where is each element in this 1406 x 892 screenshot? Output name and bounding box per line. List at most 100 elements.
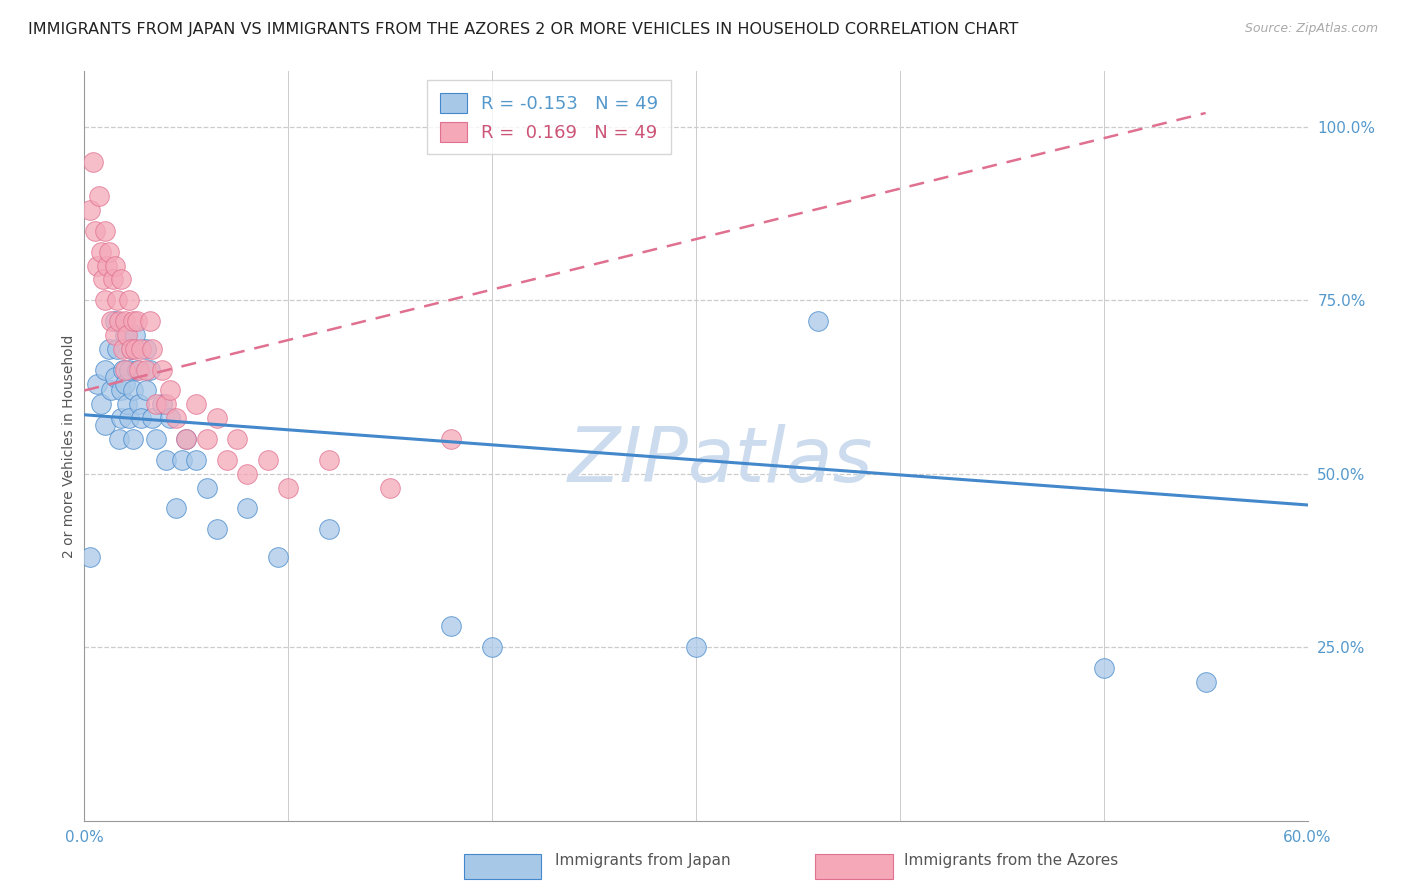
Point: [87, 189, 110, 203]
Point: [205, 522, 228, 536]
Point: [145, 397, 167, 411]
Point: [93, 224, 115, 238]
Point: [138, 314, 160, 328]
Point: [114, 376, 136, 391]
Point: [120, 342, 142, 356]
Point: [257, 453, 280, 467]
Point: [165, 411, 187, 425]
Point: [318, 453, 340, 467]
Point: [108, 314, 131, 328]
Point: [195, 481, 218, 495]
Point: [205, 411, 228, 425]
Point: [127, 362, 149, 376]
Point: [114, 314, 136, 328]
Point: [104, 328, 127, 343]
Point: [114, 362, 136, 376]
Point: [93, 362, 115, 376]
Point: [440, 432, 463, 446]
Point: [481, 640, 503, 655]
Point: [112, 362, 135, 376]
Text: ZIPatlas: ZIPatlas: [568, 424, 873, 498]
Point: [105, 293, 128, 308]
Point: [79, 203, 101, 218]
Point: [104, 314, 127, 328]
Point: [128, 397, 150, 411]
Point: [277, 481, 299, 495]
Point: [174, 432, 197, 446]
Point: [380, 481, 402, 495]
Point: [172, 453, 194, 467]
Point: [138, 362, 160, 376]
Point: [236, 467, 259, 481]
Point: [104, 259, 127, 273]
Point: [91, 272, 114, 286]
Point: [174, 432, 197, 446]
Point: [440, 619, 463, 633]
Point: [118, 411, 141, 425]
Point: [122, 432, 145, 446]
Point: [807, 314, 830, 328]
Point: [159, 411, 181, 425]
Point: [186, 453, 208, 467]
Point: [135, 342, 157, 356]
Point: [127, 314, 149, 328]
Point: [118, 293, 141, 308]
Point: [131, 411, 153, 425]
Point: [100, 384, 122, 398]
Point: [97, 342, 120, 356]
Point: [195, 432, 218, 446]
Point: [83, 224, 105, 238]
Point: [90, 244, 112, 259]
Point: [114, 328, 136, 343]
Point: [124, 328, 146, 343]
Point: [159, 384, 181, 398]
Point: [115, 397, 138, 411]
Point: [112, 342, 135, 356]
Point: [110, 411, 132, 425]
Point: [105, 342, 128, 356]
Point: [104, 369, 127, 384]
Point: [110, 272, 132, 286]
Point: [145, 432, 167, 446]
Point: [267, 549, 290, 564]
Point: [150, 397, 173, 411]
Point: [86, 376, 108, 391]
Point: [155, 397, 177, 411]
Point: [685, 640, 707, 655]
Point: [1092, 661, 1115, 675]
Point: [101, 272, 124, 286]
Point: [110, 384, 132, 398]
Point: [90, 397, 112, 411]
Point: [120, 342, 142, 356]
Point: [141, 411, 163, 425]
Point: [165, 501, 187, 516]
Y-axis label: 2 or more Vehicles in Household: 2 or more Vehicles in Household: [62, 334, 76, 558]
Point: [82, 154, 104, 169]
Point: [122, 384, 145, 398]
Text: Immigrants from the Azores: Immigrants from the Azores: [904, 854, 1118, 868]
Point: [118, 362, 141, 376]
Point: [1195, 674, 1218, 689]
Point: [108, 432, 131, 446]
Point: [96, 259, 118, 273]
Point: [318, 522, 340, 536]
Point: [186, 397, 208, 411]
Point: [135, 362, 157, 376]
Point: [155, 453, 177, 467]
Point: [217, 453, 239, 467]
Point: [141, 342, 163, 356]
Point: [100, 314, 122, 328]
Point: [124, 342, 146, 356]
Point: [236, 501, 259, 516]
Point: [97, 244, 120, 259]
Text: Source: ZipAtlas.com: Source: ZipAtlas.com: [1244, 22, 1378, 36]
Point: [226, 432, 249, 446]
Point: [79, 549, 101, 564]
Point: [93, 418, 115, 433]
Point: [135, 384, 157, 398]
Point: [115, 328, 138, 343]
Point: [93, 293, 115, 308]
Text: Immigrants from Japan: Immigrants from Japan: [555, 854, 731, 868]
Point: [131, 342, 153, 356]
Legend: R = -0.153   N = 49, R =  0.169   N = 49: R = -0.153 N = 49, R = 0.169 N = 49: [427, 80, 671, 154]
